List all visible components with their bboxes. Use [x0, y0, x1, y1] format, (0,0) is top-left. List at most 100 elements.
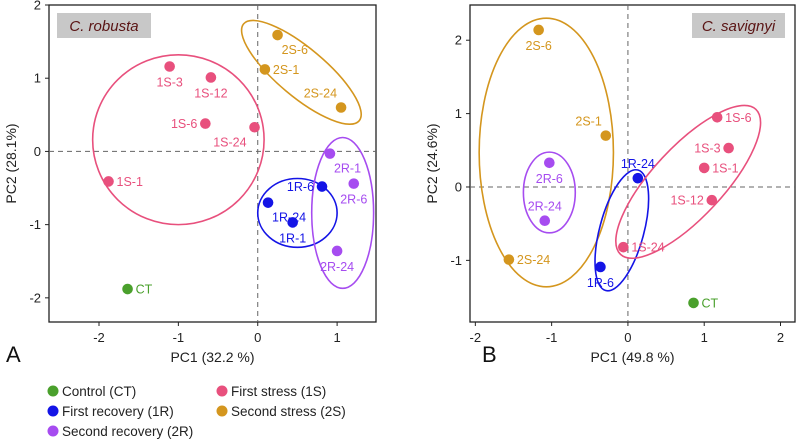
species-title-box	[692, 13, 785, 38]
legend-marker-2S	[216, 405, 228, 417]
legend-label: Control (CT)	[62, 384, 136, 399]
y-tick-label: -2	[29, 290, 41, 305]
point-1S-6	[200, 118, 211, 129]
point-2R-24	[539, 215, 551, 227]
point-label: 1S-12	[194, 86, 227, 100]
point-1S-6	[711, 111, 723, 123]
legend-marker-1R	[47, 405, 59, 417]
point-CT	[688, 297, 699, 309]
x-tick-label: -2	[93, 330, 105, 345]
point-1R-6	[595, 261, 606, 273]
point-label: 2S-24	[304, 86, 337, 100]
point-1S-12	[205, 72, 217, 83]
x-axis-label: PC1 (49.8 %)	[590, 349, 674, 365]
point-1R-6	[316, 181, 328, 192]
point-label: 1S-12	[670, 194, 703, 208]
point-label: CT	[702, 296, 719, 310]
point-1R-24	[632, 172, 644, 184]
x-axis-label: PC1 (32.2 %)	[170, 349, 254, 365]
point-1R-24	[262, 197, 274, 208]
plot-frame	[48, 4, 377, 323]
y-tick-label: 0	[34, 144, 41, 159]
y-axis-label: PC2 (28.1%)	[3, 123, 19, 203]
point-label: 1S-6	[171, 117, 197, 131]
point-label: 2S-24	[517, 253, 550, 267]
y-axis-label: PC2 (24.6%)	[424, 123, 440, 203]
point-1S-1	[103, 176, 114, 187]
y-tick-label: 1	[455, 106, 462, 121]
point-2R-24	[331, 245, 343, 257]
x-tick-label: 1	[701, 330, 708, 345]
x-tick-label: 2	[777, 330, 784, 345]
ellipse-1S	[615, 104, 762, 260]
point-label: CT	[136, 283, 153, 297]
ellipse-1R	[594, 168, 650, 292]
x-tick-label: 0	[624, 330, 631, 345]
panel-letter: B	[482, 342, 497, 367]
species-title-box	[57, 13, 151, 38]
point-label: 1S-1	[117, 175, 143, 189]
y-tick-label: 0	[455, 179, 462, 194]
point-label: 1S-3	[694, 142, 720, 156]
point-label: 1R-6	[587, 276, 614, 290]
legend-marker-1S	[216, 385, 228, 397]
y-tick-label: 2	[34, 0, 41, 13]
legend-label: Second stress (2S)	[231, 404, 346, 419]
point-2R-6	[348, 178, 360, 189]
point-label: 2S-1	[575, 115, 601, 129]
species-title: C. robusta	[69, 18, 138, 35]
point-1S-3	[164, 61, 175, 72]
point-label: 1R-1	[279, 231, 306, 245]
x-tick-label: -1	[173, 330, 185, 345]
y-tick-label: -1	[29, 217, 41, 232]
legend-marker-CT	[47, 385, 59, 397]
panel-B: -2 -1 0 1 2 -1 0 1 2 PC1 (49.8 %) PC2 (24.6%) B C. s…	[424, 4, 796, 367]
point-label: 1S-3	[156, 75, 182, 89]
x-tick-label: 1	[333, 330, 340, 345]
ellipse-1R	[256, 177, 338, 249]
point-1S-12	[706, 194, 718, 206]
x-tick-label: 0	[254, 330, 261, 345]
point-2R-1	[324, 148, 336, 159]
ellipse-2S	[478, 17, 615, 288]
point-2S-6	[533, 24, 544, 36]
point-label: 1R-6	[287, 180, 314, 194]
ellipse-1S	[91, 53, 265, 226]
species-title: C. savignyi	[702, 18, 776, 35]
point-label: 2R-6	[340, 193, 367, 207]
point-label: 2S-6	[525, 39, 551, 53]
ellipse-2S	[240, 19, 363, 126]
legend-label: Second recovery (2R)	[62, 424, 193, 439]
panel-A: -2 -1 0 1 -2 -1 0 1 2 PC1 (32.2 %) PC2 (28.1%) A C. …	[3, 0, 377, 367]
x-tick-label: -1	[546, 330, 558, 345]
point-1S-3	[723, 142, 734, 154]
point-label: 1S-1	[712, 161, 738, 175]
ellipse-2R	[310, 136, 375, 290]
point-label: 1S-24	[631, 241, 664, 255]
point-label: 1S-24	[213, 135, 246, 149]
x-tick-label: -2	[470, 330, 482, 345]
point-label: 2S-1	[273, 63, 299, 77]
point-label: 1S-6	[725, 111, 751, 125]
point-label: 2R-6	[536, 172, 563, 186]
y-tick-label: -1	[450, 253, 462, 268]
y-tick-label: 1	[34, 71, 41, 86]
point-label: 2R-24	[320, 260, 354, 274]
point-1S-1	[698, 162, 710, 174]
point-label: 2R-24	[528, 200, 562, 214]
point-label: 2R-1	[334, 162, 361, 176]
point-1R-1	[287, 217, 298, 228]
point-2S-24	[335, 102, 347, 113]
ellipse-2R	[522, 151, 577, 234]
legend-label: First recovery (1R)	[62, 404, 174, 419]
legend-marker-2R	[47, 425, 59, 437]
point-2R-6	[544, 157, 555, 169]
point-2S-1	[600, 130, 612, 141]
point-1S-24	[249, 121, 260, 133]
panel-letter: A	[6, 342, 21, 367]
legend-label: First stress (1S)	[231, 384, 326, 399]
legend: Control (CT) First stress (1S) First recov…	[47, 384, 346, 439]
point-label: 2S-6	[282, 43, 308, 57]
point-2S-6	[272, 29, 283, 41]
